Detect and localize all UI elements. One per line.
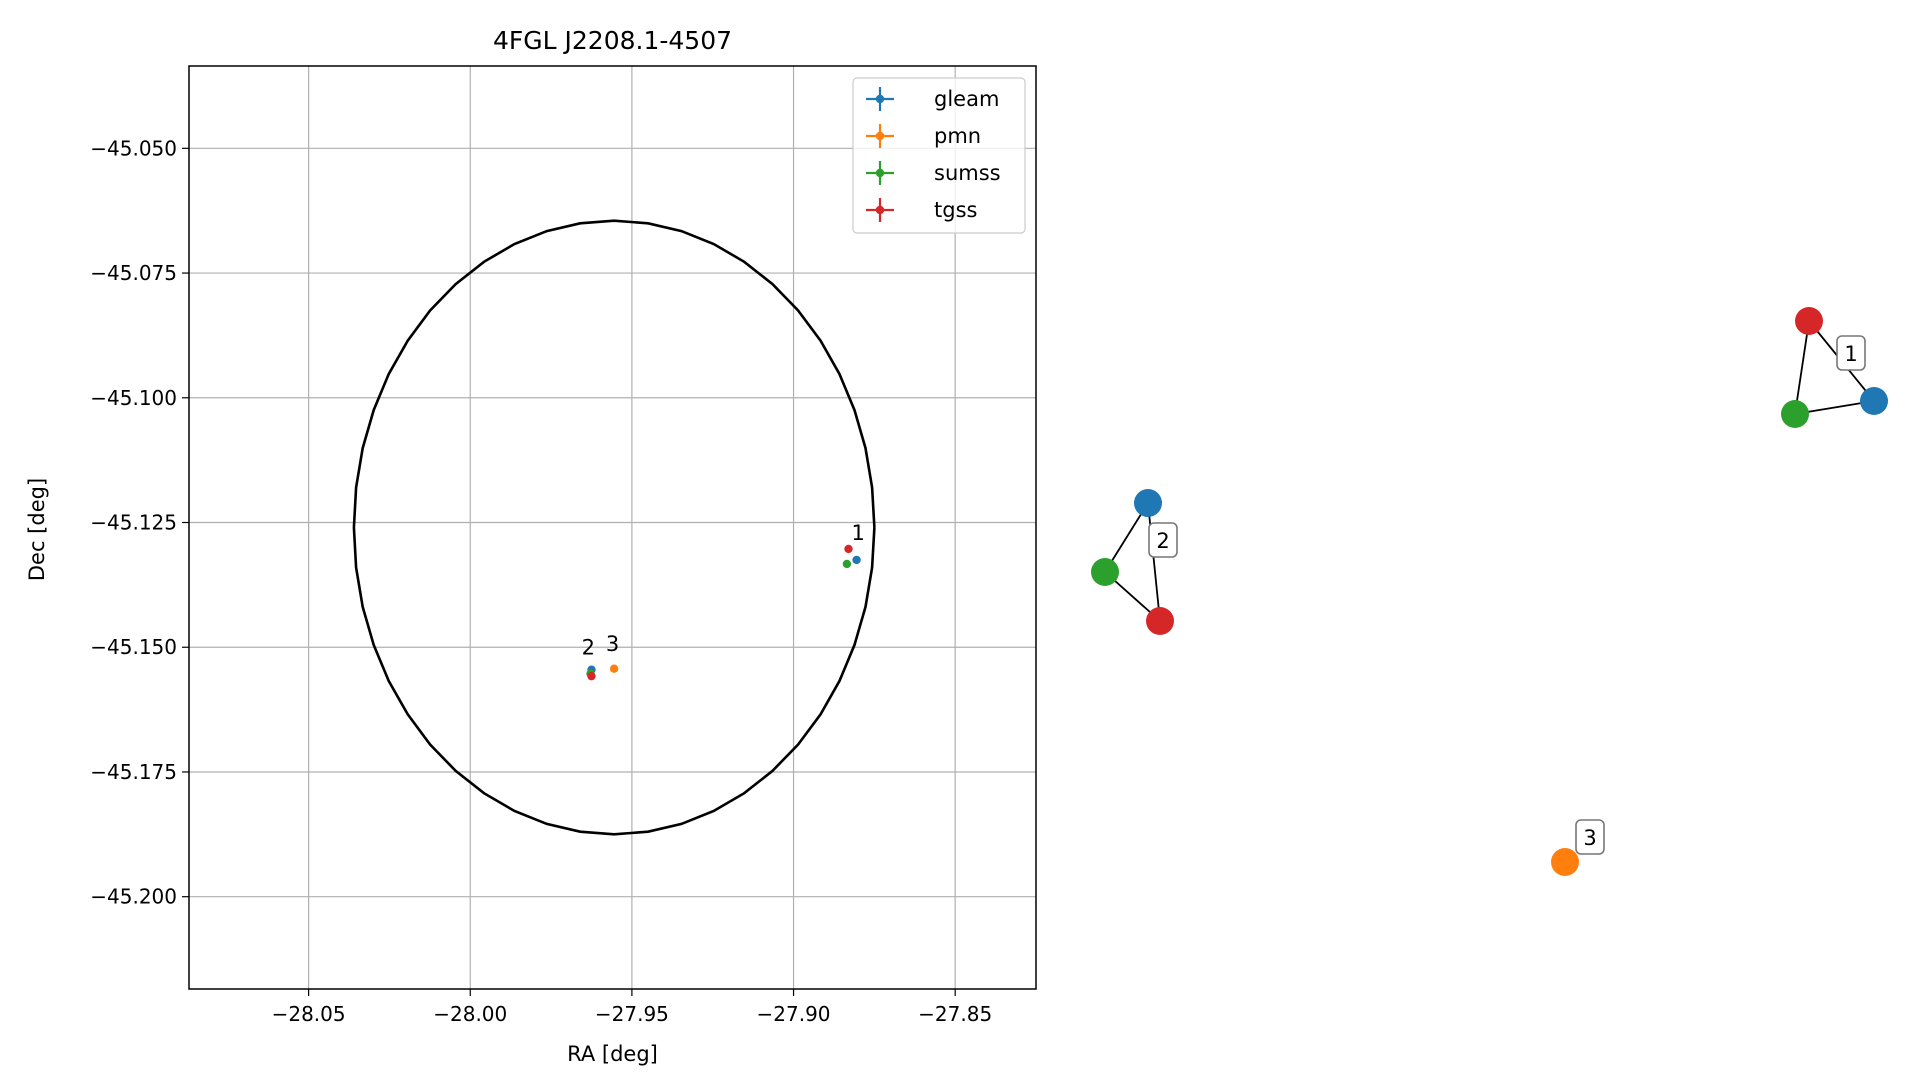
graph-node-1-sumss xyxy=(1781,400,1809,428)
legend-item-sumss: sumss xyxy=(866,161,1001,185)
y-tick-label: −45.100 xyxy=(90,386,177,410)
chart-title: 4FGL J2208.1-4507 xyxy=(493,26,732,55)
x-tick-label: −28.00 xyxy=(433,1002,507,1026)
legend-item-pmn: pmn xyxy=(866,124,981,148)
legend-item-gleam: gleam xyxy=(866,87,999,111)
x-tick-label: −27.90 xyxy=(757,1002,831,1026)
graph-node-2-gleam xyxy=(1134,489,1162,517)
annotation-label: 1 xyxy=(852,521,865,545)
graph-edge xyxy=(1147,502,1161,622)
y-tick-label: −45.050 xyxy=(90,136,177,160)
grid-layer xyxy=(189,66,1036,989)
graph-group-label-layer: 1 2 3 xyxy=(1148,335,1866,855)
ellipse-layer xyxy=(352,219,876,836)
graph-node-layer xyxy=(1091,307,1888,876)
x-axis-label: RA [deg] xyxy=(567,1042,658,1066)
tick-layer: −28.05 −28.00 −27.95 −27.90 −27.85 −45.050 −45… xyxy=(90,136,992,1026)
x-tick-label: −28.05 xyxy=(272,1002,346,1026)
scatter-panel: 1 2 3 −28.05 −28.00 −27.95 −27.90 −27.85 −45.05… xyxy=(25,26,1037,1066)
graph-node-2-sumss xyxy=(1091,558,1119,586)
graph-label-box xyxy=(1575,819,1605,855)
legend-label: gleam xyxy=(934,87,999,111)
graph-node-1-tgss xyxy=(1795,307,1823,335)
y-axis-label: Dec [deg] xyxy=(25,478,49,581)
graph-node-3-pmn xyxy=(1551,848,1579,876)
annotation-label: 3 xyxy=(606,632,619,656)
points-layer xyxy=(586,544,861,681)
y-tick-label: −45.200 xyxy=(90,885,177,909)
point-pmn xyxy=(609,664,619,673)
legend-label: sumss xyxy=(934,161,1001,185)
y-tick-label: −45.125 xyxy=(90,511,177,535)
y-tick-label: −45.175 xyxy=(90,760,177,784)
point-tgss xyxy=(587,671,596,681)
annotation-layer: 1 2 3 xyxy=(582,521,865,660)
legend-box xyxy=(852,77,1026,234)
graph-label-text: 3 xyxy=(1583,826,1596,850)
legend-marker xyxy=(875,131,885,141)
legend-label: tgss xyxy=(934,198,977,222)
graph-node-1-gleam xyxy=(1860,387,1888,415)
point-sumss xyxy=(842,559,852,569)
annotation-label: 2 xyxy=(582,636,595,660)
error-ellipse xyxy=(352,219,876,836)
legend-marker xyxy=(875,168,885,178)
legend-marker xyxy=(875,94,885,104)
legend-item-tgss: tgss xyxy=(866,198,977,222)
graph-label-box xyxy=(1148,522,1178,558)
graph-node-2-tgss xyxy=(1146,607,1174,635)
graph-label-text: 2 xyxy=(1156,529,1169,553)
graph-group-label: 2 xyxy=(1148,522,1178,558)
point-tgss xyxy=(844,544,853,554)
legend: gleam pmn sumss tgss xyxy=(852,77,1026,234)
graph-panel: 1 2 3 xyxy=(1091,307,1888,876)
point-gleam xyxy=(852,555,861,565)
legend-marker xyxy=(875,205,885,215)
plot-frame xyxy=(188,65,1037,990)
graph-group-label: 3 xyxy=(1575,819,1605,855)
x-tick-label: −27.95 xyxy=(595,1002,669,1026)
graph-edge xyxy=(1794,320,1810,415)
legend-items: gleam pmn sumss tgss xyxy=(866,87,1001,222)
graph-label-text: 1 xyxy=(1844,342,1857,366)
graph-label-box xyxy=(1836,335,1866,371)
y-tick-label: −45.150 xyxy=(90,635,177,659)
legend-label: pmn xyxy=(934,124,981,148)
y-tick-label: −45.075 xyxy=(90,261,177,285)
x-tick-label: −27.85 xyxy=(918,1002,992,1026)
graph-group-label: 1 xyxy=(1836,335,1866,371)
